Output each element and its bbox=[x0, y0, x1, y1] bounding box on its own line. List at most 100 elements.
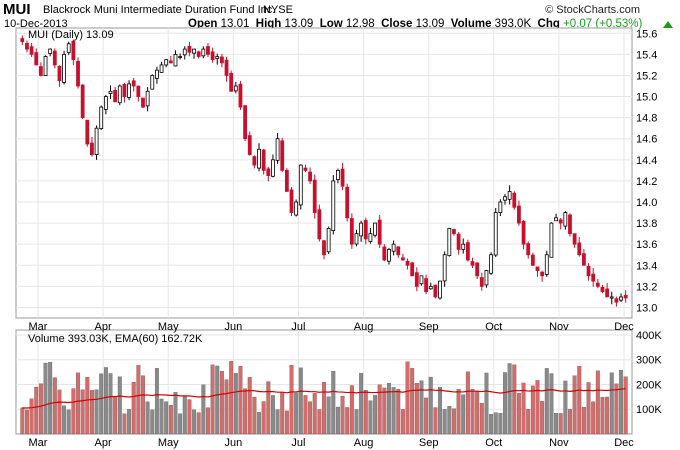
volume-bar bbox=[34, 386, 39, 435]
candle-body bbox=[377, 219, 382, 245]
volume-bar bbox=[507, 363, 512, 435]
candle-body bbox=[623, 294, 628, 299]
ticker-symbol: MUI bbox=[3, 1, 31, 18]
volume-tick-label: 100K bbox=[636, 404, 662, 416]
volume-bar bbox=[400, 409, 405, 435]
candle-body bbox=[122, 84, 127, 97]
volume-bar bbox=[62, 405, 67, 435]
ohlc-readout: Open 13.01 High 13.09 Low 12.98 Close 13… bbox=[188, 18, 642, 30]
candle-body bbox=[368, 233, 373, 242]
month-label: Mar bbox=[29, 321, 48, 333]
price-tick-label: 13.6 bbox=[636, 239, 657, 251]
month-label: Nov bbox=[549, 321, 569, 333]
volume-bar bbox=[498, 413, 503, 435]
candle-body bbox=[127, 83, 131, 98]
candle-body bbox=[489, 254, 493, 274]
volume-bar bbox=[48, 361, 53, 435]
candle-body bbox=[85, 119, 90, 145]
stockcharts-logo: © StockCharts.com bbox=[545, 4, 640, 16]
candle-body bbox=[164, 59, 169, 66]
candle-body bbox=[373, 222, 377, 236]
volume-bar bbox=[414, 382, 419, 435]
volume-bar bbox=[275, 409, 280, 435]
candle-body bbox=[595, 282, 600, 287]
volume-bar bbox=[387, 383, 391, 435]
candle-body bbox=[465, 242, 470, 261]
candle-body bbox=[66, 43, 71, 54]
candle-body bbox=[108, 90, 113, 94]
volume-bar bbox=[196, 412, 201, 435]
open-label: Open bbox=[188, 18, 218, 30]
volume-bar bbox=[164, 401, 169, 435]
candle-body bbox=[521, 220, 526, 245]
price-tick-label: 13.8 bbox=[636, 218, 657, 230]
volume-bar bbox=[530, 385, 535, 435]
fund-name: Blackrock Muni Intermediate Duration Fun… bbox=[43, 4, 276, 16]
candle-body bbox=[591, 273, 596, 282]
volume-bar bbox=[544, 368, 549, 435]
price-tick-label: 15.4 bbox=[636, 49, 657, 61]
volume-bar bbox=[540, 400, 545, 435]
candle-body bbox=[438, 280, 442, 299]
volume-bar bbox=[591, 401, 596, 435]
volume-bar bbox=[521, 382, 526, 435]
candle-body bbox=[540, 271, 545, 277]
volume-bar bbox=[568, 408, 572, 435]
volume-month-label: Oct bbox=[485, 437, 502, 449]
volume-bar bbox=[452, 408, 456, 435]
volume-bar bbox=[535, 380, 540, 435]
volume-bar bbox=[303, 395, 308, 435]
volume-bar bbox=[396, 389, 401, 435]
volume-bar bbox=[238, 365, 243, 435]
volume-bar bbox=[20, 407, 25, 435]
volume-bar bbox=[317, 409, 322, 435]
candle-body bbox=[387, 249, 391, 262]
volume-bar bbox=[465, 371, 470, 435]
candle-body bbox=[363, 220, 368, 240]
month-label: Oct bbox=[485, 321, 502, 333]
ema-line bbox=[22, 388, 626, 409]
candle-body bbox=[34, 52, 39, 66]
volume-bar bbox=[224, 379, 229, 435]
candle-body bbox=[38, 66, 43, 76]
candle-body bbox=[512, 192, 517, 208]
volume-bar bbox=[266, 381, 271, 435]
candle-body bbox=[289, 189, 294, 213]
volume-bar bbox=[563, 380, 568, 435]
candle-body bbox=[178, 56, 183, 58]
candle-body bbox=[94, 127, 99, 155]
candle-body bbox=[428, 285, 433, 290]
volume-bar bbox=[475, 391, 480, 435]
candle-body bbox=[52, 50, 57, 66]
up-arrow-icon bbox=[663, 21, 673, 28]
volume-bar bbox=[363, 390, 368, 435]
candle-body bbox=[275, 138, 280, 161]
price-tick-label: 13.2 bbox=[636, 281, 657, 293]
volume-bar bbox=[377, 384, 382, 435]
volume-bar bbox=[43, 362, 48, 435]
volume-bar bbox=[493, 412, 498, 435]
volume-bar bbox=[554, 413, 559, 435]
volume-month-label: Jun bbox=[224, 437, 242, 449]
candle-body bbox=[498, 201, 503, 213]
candle-body bbox=[619, 296, 623, 301]
volume-bar bbox=[419, 380, 424, 435]
volume-bar bbox=[609, 372, 614, 435]
candle-body bbox=[215, 56, 220, 59]
candle-body bbox=[470, 261, 475, 266]
candle-body bbox=[359, 222, 364, 237]
candle-body bbox=[62, 53, 66, 83]
volume-bar bbox=[503, 372, 507, 435]
volume-bar bbox=[89, 390, 94, 435]
volume-bar bbox=[410, 368, 415, 435]
candle-body bbox=[479, 277, 484, 287]
candle-body bbox=[391, 243, 396, 252]
volume-bar bbox=[210, 364, 215, 435]
volume-bar bbox=[76, 372, 80, 435]
volume-bar bbox=[145, 401, 150, 435]
volume-bar bbox=[614, 383, 619, 435]
volume-bar bbox=[215, 365, 220, 435]
low-value: 12.98 bbox=[345, 18, 375, 30]
volume-bar bbox=[577, 365, 582, 435]
candle-body bbox=[331, 180, 336, 231]
